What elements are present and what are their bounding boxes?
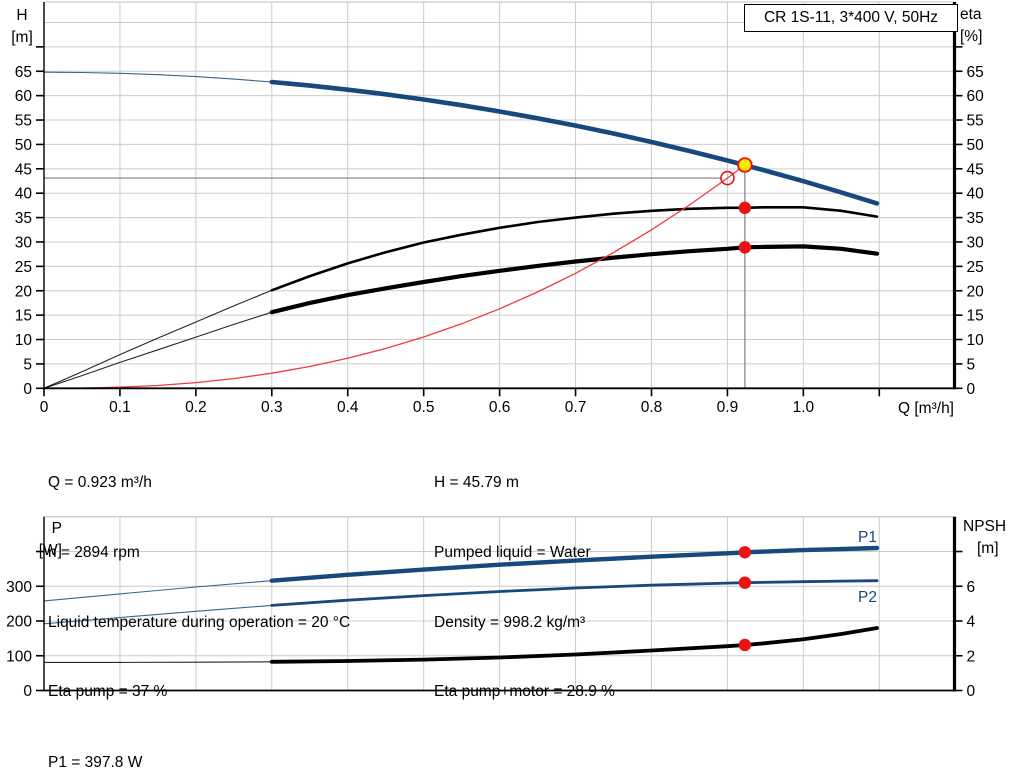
left-tick-label: 50 bbox=[15, 137, 33, 154]
left-tick-label: 100 bbox=[6, 648, 32, 665]
info-n: n = 2894 rpm bbox=[48, 544, 140, 562]
right-tick-label: 4 bbox=[967, 614, 976, 631]
eta-axis-label: eta [%] bbox=[960, 4, 982, 48]
right-tick-label: 25 bbox=[967, 259, 984, 276]
npsh-axis-symbol: NPSH bbox=[963, 518, 1007, 535]
left-tick-label: 65 bbox=[15, 64, 32, 81]
left-tick-label: 40 bbox=[15, 186, 33, 203]
right-tick-label: 0 bbox=[967, 381, 976, 398]
pump-head-curve bbox=[269, 79, 880, 206]
duty-info-left: Q = 0.923 m³/h n = 2894 rpm Liquid tempe… bbox=[48, 425, 350, 750]
power-npsh-chart: 0 100 200 300 0 2 4 6 bbox=[6, 516, 976, 700]
right-tick-label: 30 bbox=[967, 234, 985, 251]
left-tick-label: 5 bbox=[23, 356, 32, 373]
p2-series-label: P2 bbox=[858, 589, 877, 606]
x-tick-label: 0 bbox=[40, 399, 49, 416]
power-info: P1 = 397.8 W P2 = 310.3 W NPSH = 2.62 m bbox=[48, 705, 156, 781]
x-tick-label: 0.1 bbox=[109, 399, 131, 416]
h-axis-label: H [m] bbox=[0, 5, 44, 49]
right-tick-label: 2 bbox=[967, 648, 976, 665]
left-tick-label: 60 bbox=[15, 88, 33, 105]
qh-chart: 0 5 10 15 20 25 30 35 40 45 50 55 60 65 0 5 10 15 20 25 30 35… bbox=[15, 1, 985, 416]
right-tick-label: 5 bbox=[967, 356, 976, 373]
npsh-curve-thin bbox=[44, 661, 272, 663]
duty-point bbox=[737, 157, 753, 173]
eta-pump-curve-thin bbox=[43, 289, 273, 389]
p2-power-curve bbox=[270, 579, 879, 607]
left-tick-label: 200 bbox=[6, 614, 32, 631]
x-tick-label: 0.4 bbox=[337, 399, 359, 416]
right-tick-label: 6 bbox=[967, 579, 976, 596]
left-tick-label: 0 bbox=[23, 683, 32, 700]
p-axis-label: P [W] bbox=[0, 518, 62, 562]
right-tick-label: 65 bbox=[967, 64, 984, 81]
eta-pump-motor-point bbox=[738, 241, 752, 254]
left-tick-label: 0 bbox=[23, 381, 32, 398]
pump-head-curve-thin bbox=[43, 71, 272, 83]
p1-power-curve-thin bbox=[43, 580, 272, 602]
right-tick-label: 50 bbox=[967, 137, 985, 154]
p1-power-curve bbox=[269, 545, 880, 583]
npsh-axis-label: NPSH [m] bbox=[963, 516, 1006, 560]
left-tick-label: 55 bbox=[15, 113, 32, 130]
right-tick-label: 35 bbox=[967, 210, 984, 227]
right-tick-label: 40 bbox=[967, 186, 985, 203]
duty-parabola bbox=[43, 164, 746, 389]
right-tick-label: 0 bbox=[967, 683, 976, 700]
p-axis-unit: [W] bbox=[38, 542, 62, 559]
info-q: Q = 0.923 m³/h bbox=[48, 474, 152, 492]
info-pumped-liquid: Pumped liquid = Water bbox=[434, 544, 591, 562]
x-tick-label: 1.0 bbox=[793, 399, 815, 416]
pump-title-box: CR 1S-11, 3*400 V, 50Hz bbox=[744, 4, 958, 32]
left-tick-label: 15 bbox=[15, 308, 32, 325]
x-tick-label: 0.2 bbox=[185, 399, 207, 416]
right-tick-label: 60 bbox=[967, 88, 985, 105]
right-tick-label: 10 bbox=[967, 332, 985, 349]
x-tick-label: 0.7 bbox=[565, 399, 587, 416]
left-tick-label: 35 bbox=[15, 210, 32, 227]
x-tick-label: 0.5 bbox=[413, 399, 435, 416]
left-tick-label: 45 bbox=[15, 161, 32, 178]
duty-info-right: H = 45.79 m Pumped liquid = Water Densit… bbox=[434, 425, 615, 750]
left-tick-label: 25 bbox=[15, 259, 32, 276]
q-axis-label: Q [m³/h] bbox=[898, 400, 954, 417]
right-tick-label: 45 bbox=[967, 161, 984, 178]
eta-pump-motor-curve-thin bbox=[43, 311, 272, 389]
eta-axis-unit: [%] bbox=[960, 28, 983, 45]
x-tick-label: 0.6 bbox=[489, 399, 511, 416]
npsh-curve bbox=[269, 626, 879, 664]
info-eta-pump-motor: Eta pump+motor = 28.9 % bbox=[434, 683, 615, 701]
left-tick-label: 20 bbox=[15, 283, 33, 300]
eta-pump-point bbox=[738, 201, 752, 215]
eta-pump-curve bbox=[270, 206, 879, 292]
info-h: H = 45.79 m bbox=[434, 474, 519, 492]
p-axis-symbol: P bbox=[51, 520, 62, 537]
npsh-axis-unit: [m] bbox=[977, 540, 999, 557]
requested-duty-point bbox=[720, 170, 735, 186]
right-tick-label: 15 bbox=[967, 308, 984, 325]
x-tick-label: 0.9 bbox=[717, 399, 739, 416]
info-p1: P1 = 397.8 W bbox=[48, 754, 143, 772]
p2-point bbox=[738, 576, 752, 589]
right-tick-label: 55 bbox=[967, 113, 984, 130]
p1-series-label: P1 bbox=[858, 529, 877, 546]
left-tick-label: 30 bbox=[15, 234, 33, 251]
p1-point bbox=[738, 546, 752, 559]
left-tick-label: 10 bbox=[15, 332, 33, 349]
left-tick-label: 300 bbox=[6, 579, 32, 596]
p2-power-curve-thin bbox=[43, 604, 272, 625]
right-tick-label: 20 bbox=[967, 283, 985, 300]
h-axis-symbol: H bbox=[16, 7, 28, 24]
eta-axis-symbol: eta bbox=[960, 6, 982, 23]
info-liquid-temp: Liquid temperature during operation = 20… bbox=[48, 613, 351, 631]
info-density: Density = 998.2 kg/m³ bbox=[434, 613, 586, 631]
eta-pump-motor-curve bbox=[269, 244, 880, 315]
npsh-point bbox=[738, 638, 752, 652]
h-axis-unit: [m] bbox=[11, 29, 33, 46]
x-tick-label: 0.8 bbox=[641, 399, 663, 416]
info-eta-pump: Eta pump = 37 % bbox=[48, 683, 168, 701]
x-tick-label: 0.3 bbox=[261, 399, 283, 416]
